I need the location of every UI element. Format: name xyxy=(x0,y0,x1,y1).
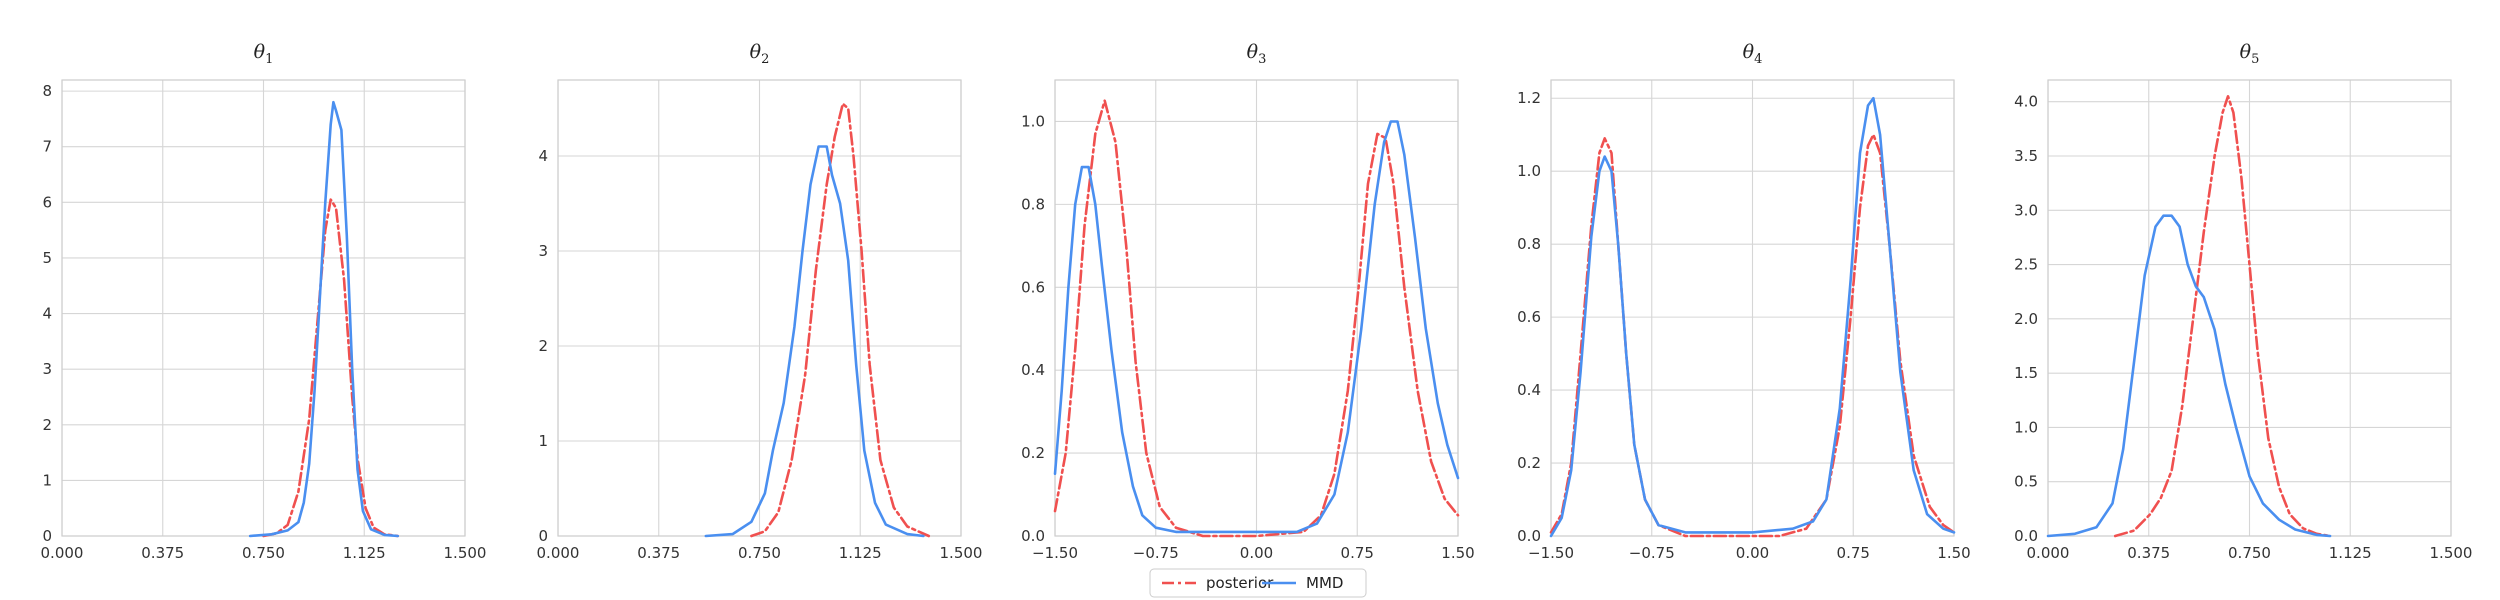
y-tick-label: 7 xyxy=(42,138,52,156)
y-tick-label: 3 xyxy=(538,242,548,260)
x-tick-label: 0.000 xyxy=(2027,544,2070,562)
mmd-density-line xyxy=(1549,96,1956,538)
posterior-density-line xyxy=(262,198,400,538)
subplot-theta-2: 0.000 0.375 0.750 1.125 1.500 0 1 2 3 4 θ2 xyxy=(537,41,983,562)
x-tick-label: 0.00 xyxy=(1240,544,1273,562)
y-tick-label: 1 xyxy=(42,471,52,489)
x-tick-label: 0.750 xyxy=(242,544,285,562)
x-tick-label: 0.375 xyxy=(2127,544,2170,562)
subplot-theta-5: 0.000 0.375 0.750 1.125 1.500 0.0 0.5 1.0 1.5 2.0… xyxy=(2014,41,2472,562)
posterior-density-line xyxy=(1053,99,1460,538)
y-tick-label: 2 xyxy=(42,416,52,434)
y-tick-label: 0.2 xyxy=(1021,444,1045,462)
subplot-title: θ4 xyxy=(1743,41,1763,67)
x-tick-label: 0.375 xyxy=(141,544,184,562)
y-tick-label: 1 xyxy=(538,432,548,450)
plot-frame xyxy=(557,79,962,537)
mmd-density-line xyxy=(704,145,925,538)
y-tick-label: 0.0 xyxy=(2014,527,2038,545)
y-tick-label: 0.0 xyxy=(1517,527,1541,545)
y-tick-label: 0 xyxy=(42,527,52,545)
x-tick-label: −0.75 xyxy=(1629,544,1675,562)
y-tick-label: 1.0 xyxy=(2014,418,2038,436)
x-tick-label: 0.000 xyxy=(537,544,580,562)
x-tick-label: 0.750 xyxy=(738,544,781,562)
legend: posterior MMD xyxy=(1149,568,1367,598)
y-tick-label: 0.2 xyxy=(1517,454,1541,472)
y-tick-label: 3.5 xyxy=(2014,147,2038,165)
y-tick-label: 0.5 xyxy=(2014,473,2038,491)
x-tick-label: 1.50 xyxy=(1441,544,1474,562)
x-tick-label: 0.750 xyxy=(2228,544,2271,562)
y-tick-label: 2.5 xyxy=(2014,256,2038,274)
legend-box xyxy=(1149,568,1367,598)
y-tick-label: 0.6 xyxy=(1021,278,1045,296)
x-tick-label: −1.50 xyxy=(1032,544,1078,562)
y-tick-label: 5 xyxy=(42,249,52,267)
y-tick-label: 2 xyxy=(538,337,548,355)
x-tick-label: 1.50 xyxy=(1937,544,1970,562)
subplot-title: θ5 xyxy=(2240,41,2260,67)
y-tick-label: 8 xyxy=(42,82,52,100)
y-tick-label: 6 xyxy=(42,193,52,211)
y-tick-label: 3 xyxy=(42,360,52,378)
y-tick-label: 0.8 xyxy=(1021,195,1045,213)
mmd-density-line xyxy=(248,100,400,538)
x-tick-label: 0.75 xyxy=(1837,544,1870,562)
plot-frame xyxy=(2047,79,2452,537)
x-tick-label: 0.75 xyxy=(1341,544,1374,562)
y-tick-label: 0.4 xyxy=(1021,361,1045,379)
x-tick-label: 1.500 xyxy=(940,544,983,562)
mmd-density-line xyxy=(2046,214,2332,538)
y-tick-label: 2.0 xyxy=(2014,310,2038,328)
y-tick-label: 3.0 xyxy=(2014,201,2038,219)
legend-label-mmd: MMD xyxy=(1306,574,1343,592)
y-tick-label: 1.5 xyxy=(2014,364,2038,382)
y-tick-label: 1.0 xyxy=(1517,162,1541,180)
y-tick-label: 0.6 xyxy=(1517,308,1541,326)
subplot-theta-4: −1.50 −0.75 0.00 0.75 1.50 0.0 0.2 0.4 0.6 0.8 1.0… xyxy=(1517,41,1971,562)
x-tick-label: −1.50 xyxy=(1528,544,1574,562)
subplot-title: θ3 xyxy=(1247,41,1267,67)
subplot-title: θ1 xyxy=(254,41,274,67)
x-tick-label: −0.75 xyxy=(1133,544,1179,562)
posterior-density-line xyxy=(2113,95,2332,538)
y-tick-label: 0.0 xyxy=(1021,527,1045,545)
y-tick-label: 4.0 xyxy=(2014,93,2038,111)
y-tick-label: 1.0 xyxy=(1021,112,1045,130)
x-tick-label: 1.125 xyxy=(2329,544,2372,562)
subplot-theta-3: −1.50 −0.75 0.00 0.75 1.50 0.0 0.2 0.4 0.6 0.8 1.0… xyxy=(1021,41,1475,562)
legend-label-posterior: posterior xyxy=(1206,574,1274,592)
subplot-title: θ2 xyxy=(750,41,770,67)
subplot-theta-1: 0.000 0.375 0.750 1.125 1.500 0 1 2 3 4 5 6 7 8 θ1 xyxy=(41,41,487,562)
x-tick-label: 0.00 xyxy=(1736,544,1769,562)
y-tick-label: 4 xyxy=(538,147,548,165)
y-tick-label: 0 xyxy=(538,527,548,545)
posterior-density-line xyxy=(750,102,931,538)
mmd-density-line xyxy=(1053,120,1460,534)
y-tick-label: 1.2 xyxy=(1517,89,1541,107)
x-tick-label: 1.125 xyxy=(343,544,386,562)
x-tick-label: 0.375 xyxy=(637,544,680,562)
x-tick-label: 1.500 xyxy=(444,544,487,562)
x-tick-label: 0.000 xyxy=(41,544,84,562)
x-tick-label: 1.125 xyxy=(839,544,882,562)
x-tick-label: 1.500 xyxy=(2430,544,2473,562)
y-tick-label: 4 xyxy=(42,305,52,323)
y-tick-label: 0.8 xyxy=(1517,235,1541,253)
y-tick-label: 0.4 xyxy=(1517,381,1541,399)
